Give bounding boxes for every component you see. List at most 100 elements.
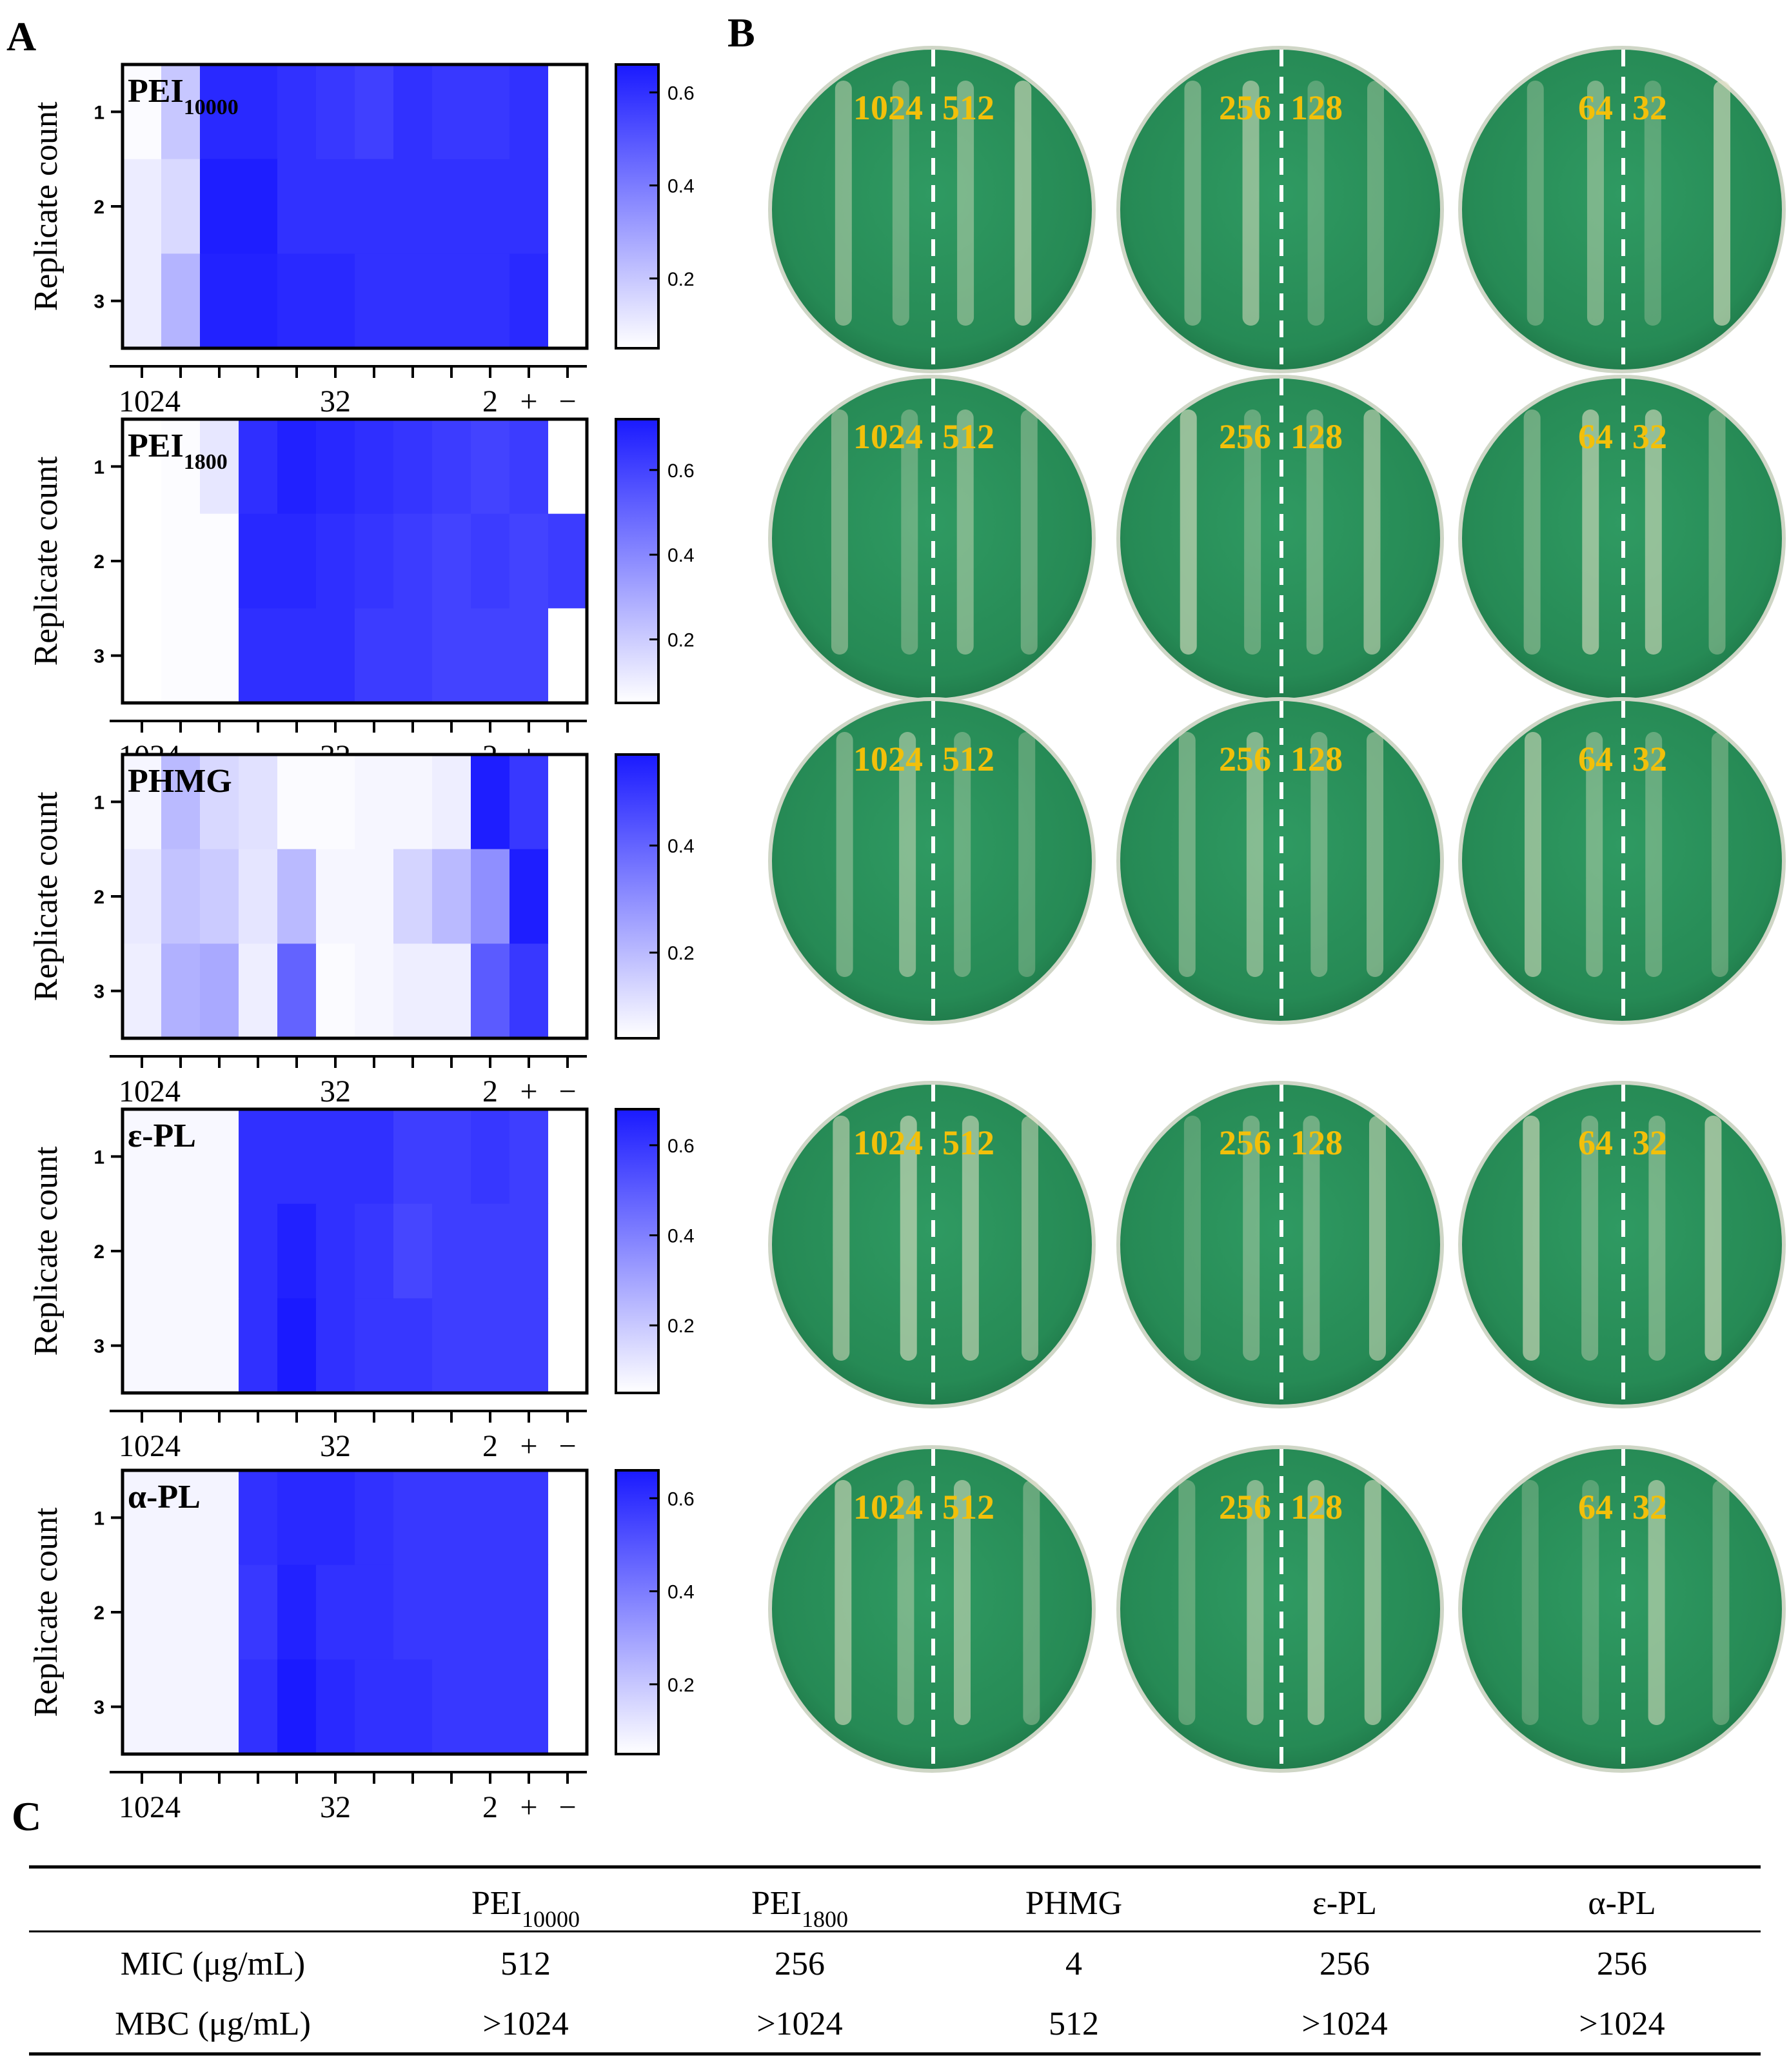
heatmap-cell	[548, 1659, 588, 1755]
panel-letter-b: B	[727, 10, 755, 55]
panel-letter-c: C	[12, 1793, 41, 1839]
heatmap-cell	[548, 608, 588, 704]
heatmap-cell	[200, 1109, 239, 1205]
bacterial-streak	[1705, 1116, 1722, 1361]
heatmap-cell	[393, 1659, 433, 1755]
heatmap-cell	[239, 1659, 278, 1755]
heatmap-cell	[277, 755, 317, 850]
heatmap-cell	[471, 1109, 510, 1205]
heatmap-cell	[393, 1470, 433, 1566]
heatmap-cell	[316, 513, 355, 609]
y-tick-label: 1	[94, 457, 104, 478]
plate-label-left: 1024	[853, 1488, 923, 1526]
x-tick-label: 1024	[119, 1429, 181, 1463]
heatmap-cell	[200, 1659, 239, 1755]
heatmap-cell	[509, 253, 549, 349]
heatmap-cell	[316, 1564, 355, 1660]
heatmap-cell	[239, 943, 278, 1039]
y-tick-label: 3	[94, 646, 104, 667]
heatmap-cell	[432, 1298, 471, 1394]
bacterial-streak	[1523, 1116, 1540, 1361]
x-tick-label: 1024	[119, 1074, 181, 1109]
heatmap-cell	[277, 1659, 317, 1755]
heatmap-cell	[432, 608, 471, 704]
heatmap-cell	[471, 253, 510, 349]
table-cell: 512	[500, 1946, 551, 1982]
plate-label-right: 128	[1290, 1123, 1343, 1162]
y-tick-label: 2	[94, 197, 104, 218]
heatmap-cell	[200, 1203, 239, 1299]
colorbar	[615, 753, 660, 1040]
heatmap-cell	[123, 755, 162, 850]
heatmap-title: PHMG	[128, 763, 232, 800]
heatmap-cell	[316, 755, 355, 850]
colorbar-tick-label: 0.4	[667, 1226, 695, 1247]
colorbar	[615, 63, 660, 350]
heatmap-cell	[432, 419, 471, 515]
bacterial-streak	[836, 732, 853, 977]
bacterial-streak	[1363, 409, 1381, 655]
heatmap-cell	[471, 755, 510, 850]
x-tick-label: 32	[320, 1429, 351, 1463]
heatmap-cell	[355, 1470, 394, 1566]
heatmap-cell	[355, 755, 394, 850]
x-tick-label: 1024	[119, 1790, 181, 1824]
plate-label-left: 64	[1578, 1123, 1613, 1162]
table-cell: 256	[1320, 1946, 1370, 1982]
heatmap-cell	[432, 64, 471, 160]
heatmap-5: α-PL 1 2 3 Replicate count 1024 32 2 + − 0.2 0.4 0.6	[28, 1468, 695, 1824]
bacterial-streak	[1014, 81, 1032, 326]
heatmap-cell	[432, 1109, 471, 1205]
heatmap-cell	[355, 849, 394, 944]
heatmap-cell	[393, 159, 433, 254]
bacterial-streak	[1714, 81, 1731, 326]
bacterial-streak	[1184, 81, 1201, 326]
bacterial-streak	[1367, 732, 1384, 977]
heatmap-cell	[123, 159, 162, 254]
table-header-cell: α-PL	[1588, 1885, 1656, 1922]
heatmap-cell	[471, 419, 510, 515]
heatmap-cell	[161, 253, 201, 349]
heatmap-4: ε-PL 1 2 3 Replicate count 1024 32 2 + − 0.2 0.4 0.6	[28, 1107, 695, 1463]
y-tick-label: 2	[94, 887, 104, 908]
bacterial-streak	[1582, 1480, 1599, 1725]
plate-label-right: 512	[942, 1123, 994, 1162]
heatmap-cell	[393, 849, 433, 944]
plate-label-left: 256	[1219, 1488, 1271, 1526]
y-tick-label: 3	[94, 1697, 104, 1719]
bacterial-streak	[1178, 1480, 1196, 1725]
heatmap-cell	[355, 608, 394, 704]
bacterial-streak	[1307, 81, 1325, 326]
bacterial-streak	[835, 81, 852, 326]
heatmap-cell	[393, 1203, 433, 1299]
y-tick-label: 1	[94, 1147, 104, 1168]
y-axis-title: Replicate count	[28, 791, 64, 1001]
y-tick-label: 1	[94, 792, 104, 813]
heatmap-cell	[509, 419, 549, 515]
bacterial-streak	[1303, 1116, 1320, 1361]
heatmap-cell	[239, 1109, 278, 1205]
agar-plate: 64 32	[1458, 46, 1786, 373]
plate-label-right: 128	[1290, 1488, 1343, 1526]
x-tick-label: −	[558, 1074, 576, 1109]
heatmap-cell	[239, 159, 278, 254]
bacterial-streak	[1648, 1480, 1665, 1725]
heatmap-cell	[393, 943, 433, 1039]
heatmap-cell	[123, 1109, 162, 1205]
heatmap-cell	[316, 1470, 355, 1566]
heatmap-cell	[548, 64, 588, 160]
table-cell: 4	[1065, 1946, 1082, 1982]
table-row-label: MBC (μg/mL)	[115, 2006, 311, 2042]
plate-label-left: 256	[1219, 88, 1271, 127]
heatmap-cell	[548, 1298, 588, 1394]
heatmap-cell	[548, 1109, 588, 1205]
heatmap-cell	[355, 1203, 394, 1299]
colorbar-tick-label: 0.4	[667, 836, 695, 857]
heatmap-cell	[239, 1564, 278, 1660]
colorbar-tick-label: 0.4	[667, 176, 695, 197]
heatmap-cell	[548, 849, 588, 944]
heatmap-cell	[509, 755, 549, 850]
bacterial-streak	[1586, 81, 1604, 326]
plate-agar	[1462, 1085, 1782, 1405]
heatmap-cell	[316, 419, 355, 515]
